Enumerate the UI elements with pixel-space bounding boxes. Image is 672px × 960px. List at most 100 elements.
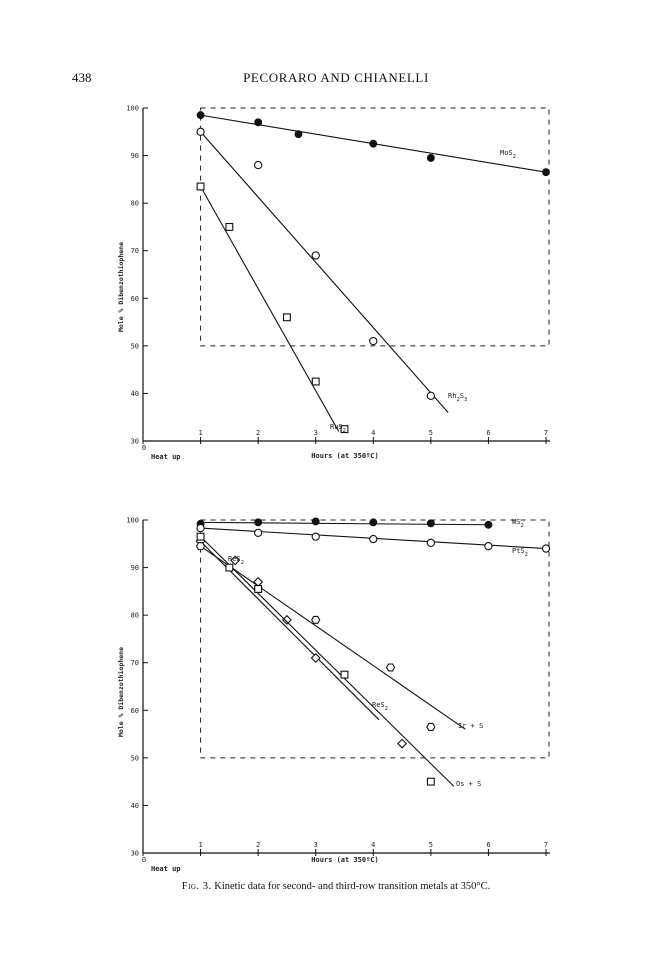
series-label: ReS2 [372, 701, 388, 712]
x-tick-label: 2 [256, 429, 260, 437]
y-tick-label: 90 [131, 152, 139, 160]
data-point [225, 563, 234, 572]
series-rus2 [196, 182, 349, 434]
x-axis-label: Hours (at 350ºC) [311, 452, 378, 460]
data-point [541, 544, 551, 553]
data-point [195, 542, 206, 551]
series-label-secondary: ReS2 [228, 555, 244, 566]
series-rh2s3 [196, 127, 449, 413]
series-label: RuS2 [330, 423, 346, 434]
y-tick-label: 100 [126, 105, 139, 113]
data-point [426, 154, 435, 162]
fit-line [200, 536, 455, 787]
data-point [282, 313, 291, 322]
y-tick-label: 70 [131, 659, 139, 667]
y-tick-label: 80 [131, 200, 139, 208]
data-point [385, 663, 396, 672]
x-tick-label: 1 [198, 841, 202, 849]
data-point [484, 542, 493, 551]
series-mos2 [196, 111, 550, 177]
data-point [484, 520, 493, 529]
data-point [542, 168, 550, 177]
data-point [196, 523, 205, 533]
series-label: Ir + S [458, 722, 483, 730]
x-tick-label: 3 [314, 429, 318, 437]
data-point [369, 139, 378, 148]
x-tick-label: 6 [486, 429, 490, 437]
data-point [254, 118, 263, 127]
x-tick-label: 4 [371, 841, 375, 849]
running-title: PECORARO AND CHIANELLI [243, 70, 429, 85]
series-ir-s [195, 542, 466, 731]
x-zero-label: Heat up [151, 453, 181, 461]
data-point [426, 722, 436, 731]
y-tick-label: 30 [131, 850, 139, 858]
kinetic-chart-top: 30 40 50 60 70 80 90 100 0 1 2 3 4 5 6 7 Heat up Hours (a… [117, 105, 550, 461]
y-axis-label: Mole % Dibenzothiophene [117, 647, 125, 737]
x-tick-label: 5 [429, 429, 433, 437]
x-tick-label: 3 [314, 841, 318, 849]
series-label: WS2 [512, 518, 524, 529]
x-zero-label: Heat up [151, 865, 181, 873]
data-point [196, 111, 205, 120]
x-tick-label: 7 [544, 841, 548, 849]
x-tick-label: 7 [544, 429, 548, 437]
data-point [340, 670, 349, 679]
fit-line [200, 131, 449, 413]
figure-caption: Fig. 3. Kinetic data for second- and thi… [0, 881, 672, 892]
dashed-region-box [200, 519, 550, 759]
x-tick-label: 6 [486, 841, 490, 849]
fit-line [200, 186, 340, 432]
y-tick-label: 50 [131, 342, 139, 350]
series-label: Rh2S3 [448, 392, 467, 403]
fit-line [200, 521, 489, 526]
data-point [311, 377, 320, 386]
series-label: Os + S [456, 780, 481, 788]
data-point [311, 251, 320, 260]
y-tick-label: 30 [131, 438, 139, 446]
data-point [253, 160, 263, 170]
data-point [253, 528, 263, 537]
data-point [369, 534, 378, 544]
data-point [426, 538, 436, 547]
series-pts2 [196, 523, 551, 553]
y-tick-label: 60 [131, 295, 139, 303]
x-tick-label: 2 [256, 841, 260, 849]
y-tick-label: 40 [131, 802, 139, 810]
series-ws2 [196, 517, 493, 529]
series-os-s [196, 532, 455, 787]
data-point [196, 182, 205, 191]
data-point [294, 130, 303, 139]
data-point [426, 519, 435, 528]
data-point [230, 555, 241, 566]
data-point [254, 518, 263, 527]
y-tick-label: 80 [131, 612, 139, 620]
y-tick-label: 70 [131, 247, 139, 255]
y-tick-label: 90 [131, 564, 139, 572]
data-point [281, 614, 292, 625]
data-point [369, 336, 378, 346]
data-point [253, 576, 264, 587]
y-tick-label: 60 [131, 707, 139, 715]
figure-label: Fig. 3. [181, 881, 212, 892]
x-tick-label: 5 [429, 841, 433, 849]
data-point [311, 532, 320, 541]
fit-line [200, 545, 466, 730]
data-point [426, 777, 435, 786]
series-label: PtS2 [512, 547, 528, 558]
x-tick-label: 0 [142, 444, 146, 452]
y-axis-label: Mole % Dibenzothiophene [117, 242, 125, 332]
data-point [311, 517, 320, 526]
y-tick-label: 40 [131, 390, 139, 398]
page-number: 438 [72, 70, 92, 85]
series-label: MoS2 [500, 149, 516, 160]
y-tick-label: 100 [126, 517, 139, 525]
data-point [254, 585, 263, 593]
x-tick-label: 0 [142, 856, 146, 864]
data-point [196, 127, 205, 136]
data-point [397, 738, 408, 749]
data-point [369, 518, 378, 527]
figure-caption-text: Kinetic data for second- and third-row t… [214, 881, 491, 892]
x-tick-label: 1 [198, 429, 202, 437]
data-point [196, 532, 205, 541]
